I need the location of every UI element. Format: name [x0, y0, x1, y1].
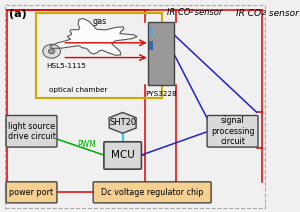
Bar: [149, 27, 154, 36]
Text: light source
drive circuit: light source drive circuit: [8, 121, 56, 141]
FancyBboxPatch shape: [6, 182, 57, 203]
Text: signal
processing
circuit: signal processing circuit: [211, 116, 254, 146]
Text: Dc voltage regulator chip: Dc voltage regulator chip: [101, 188, 203, 197]
Polygon shape: [109, 112, 136, 133]
Text: power port: power port: [10, 188, 54, 197]
Text: optical chamber: optical chamber: [49, 87, 107, 93]
Text: 2: 2: [190, 9, 194, 14]
Text: PWM: PWM: [77, 141, 96, 149]
Circle shape: [43, 44, 61, 58]
Text: (a): (a): [9, 9, 26, 19]
Text: IR CO: IR CO: [167, 8, 190, 17]
Circle shape: [48, 49, 55, 54]
FancyBboxPatch shape: [5, 5, 265, 208]
Text: 2: 2: [262, 10, 267, 16]
Text: gas: gas: [93, 17, 107, 26]
Text: sensor: sensor: [192, 8, 222, 17]
Text: sensor: sensor: [266, 9, 299, 18]
Text: HSL5-1115: HSL5-1115: [46, 63, 86, 69]
Text: MCU: MCU: [111, 151, 134, 160]
Text: IR CO: IR CO: [236, 9, 261, 18]
Bar: [149, 41, 154, 50]
Text: SHT20: SHT20: [109, 118, 136, 127]
FancyBboxPatch shape: [148, 22, 174, 85]
FancyBboxPatch shape: [93, 182, 211, 203]
FancyBboxPatch shape: [207, 116, 258, 147]
FancyBboxPatch shape: [104, 142, 141, 169]
FancyBboxPatch shape: [6, 116, 57, 147]
Polygon shape: [50, 18, 137, 55]
Text: PYS3228: PYS3228: [145, 91, 177, 97]
